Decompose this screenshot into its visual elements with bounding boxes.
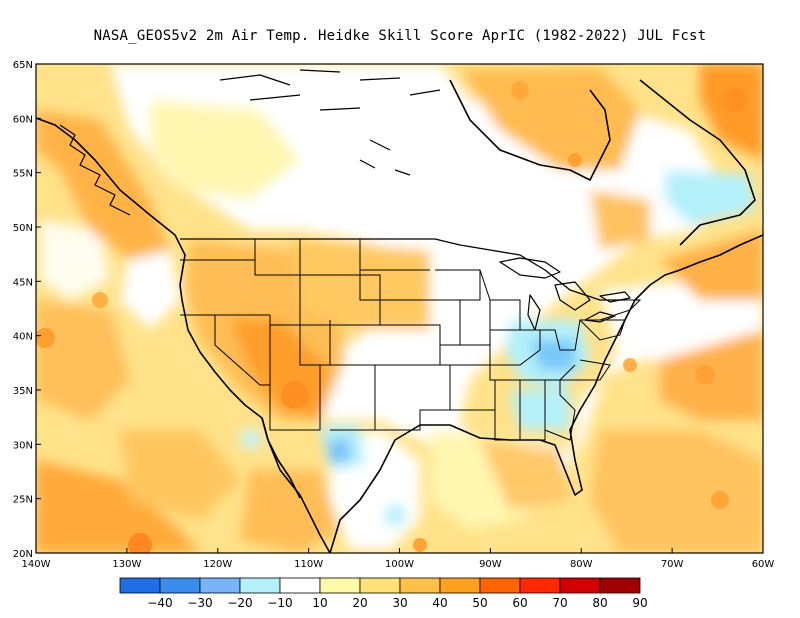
chart-title: NASA_GEOS5v2 2m Air Temp. Heidke Skill S… [93,28,707,44]
white-zone-pacific [120,250,180,330]
blue-labrador-sea [665,170,755,225]
us-canada-border [180,238,625,301]
colorbar-label: 40 [432,596,447,610]
lat-label: 40N [13,332,33,343]
colorbar-label: 30 [392,596,407,610]
colorbar-label: 80 [592,596,607,610]
colorbar-label: 10 [312,596,327,610]
colorbar: −40 −30 −20 −10 10 20 30 40 50 60 70 80 90 [119,577,648,610]
orange-pacific-south [36,460,200,553]
lon-label: 100W [385,559,414,570]
blue-ohio-core [530,340,575,370]
lat-label: 20N [13,549,33,560]
gulf-coastline [329,299,636,553]
colorbar-swatch [119,577,161,594]
colorbar-label: −20 [227,596,252,610]
lon-label: 70W [661,559,684,570]
bc-coast-islands [59,124,131,216]
colorbar-swatch [599,577,641,594]
colorbar-swatch [159,577,201,594]
colorbar-swatch [519,577,561,594]
lat-label: 65N [13,60,33,71]
colorbar-swatch [319,577,361,594]
blue-texas-core [328,440,350,462]
lat-label: 60N [13,114,33,125]
atlantic-coastline [634,234,763,301]
lon-label: 120W [203,559,232,570]
colorbar-label: 60 [512,596,527,610]
latitude-axis: 20N 25N 30N 35N 40N 45N 50N 55N 60N 65N [13,60,41,560]
lat-label: 30N [13,440,33,451]
colorbar-label: 20 [352,596,367,610]
colorbar-swatch [479,577,521,594]
lon-label: 110W [294,559,323,570]
white-zone-west [40,220,110,300]
colorbar-label: 70 [552,596,567,610]
orange-atlantic-south [590,430,763,553]
blue-mexico [385,505,405,525]
lon-label: 130W [112,559,141,570]
colorbar-swatch [399,577,441,594]
colorbar-label: 90 [632,596,647,610]
colorbar-label: −30 [187,596,212,610]
orange-quebec [590,190,650,250]
light-yellow-canada [150,100,300,200]
skill-field-patches [36,64,763,553]
state-borders [180,238,642,441]
orange-mexico-pacific [240,470,340,553]
blue-southeast [510,390,570,430]
labrador-coast [639,79,756,246]
lat-label: 45N [13,277,33,288]
colorbar-swatch [559,577,601,594]
colorbar-swatch [359,577,401,594]
skill-field-spots [36,81,747,553]
orange-pacific [36,300,130,420]
lon-label: 140W [22,559,51,570]
orange-labrador [700,64,763,160]
colorbar-swatch [279,577,321,594]
colorbar-label: −10 [267,596,292,610]
lon-label: 60W [752,559,775,570]
blue-baja [240,430,262,448]
orange-pacific-mid [120,430,240,520]
hudson-bay-coast [449,79,611,181]
colorbar-swatch [199,577,241,594]
lon-label: 80W [570,559,593,570]
lat-label: 50N [13,223,33,234]
orange-pnw [36,110,170,260]
colorbar-swatch [439,577,481,594]
orange-atlantic-north [660,230,763,300]
lat-label: 55N [13,169,33,180]
longitude-axis: 140W 130W 120W 110W 100W 90W 80W 70W 60W [22,548,775,570]
lon-label: 90W [479,559,502,570]
lat-label: 35N [13,386,33,397]
lat-label: 25N [13,495,33,506]
map-field [36,64,763,553]
map-outlines [36,69,763,553]
colorbar-swatch [239,577,281,594]
orange-gulf [480,440,570,510]
orange-hudson [460,68,640,170]
colorbar-label: 50 [472,596,487,610]
arctic-islands [219,69,441,176]
pacific-coastline [36,117,331,553]
colorbar-label: −40 [147,596,172,610]
baja-coastline [261,417,301,499]
